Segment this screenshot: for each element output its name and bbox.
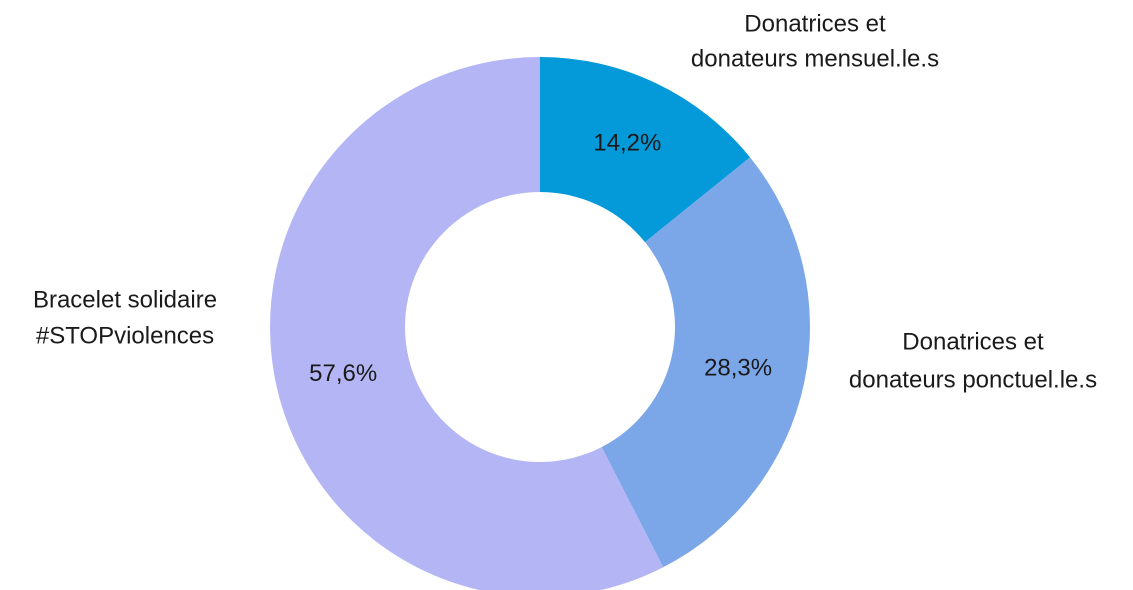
category-label: #STOPviolences xyxy=(36,322,214,349)
category-label: Donatrices et xyxy=(902,328,1044,355)
donut-segment xyxy=(601,157,810,568)
category-label: donateurs ponctuel.le.s xyxy=(849,366,1097,393)
donut-segment xyxy=(540,57,751,243)
category-label: Bracelet solidaire xyxy=(33,286,217,313)
value-label: 57,6% xyxy=(309,360,377,387)
category-label: donateurs mensuel.le.s xyxy=(691,45,939,72)
donut-segment xyxy=(270,57,664,590)
value-label: 28,3% xyxy=(704,354,772,381)
category-label: Donatrices et xyxy=(744,10,886,37)
value-label: 14,2% xyxy=(593,130,661,157)
